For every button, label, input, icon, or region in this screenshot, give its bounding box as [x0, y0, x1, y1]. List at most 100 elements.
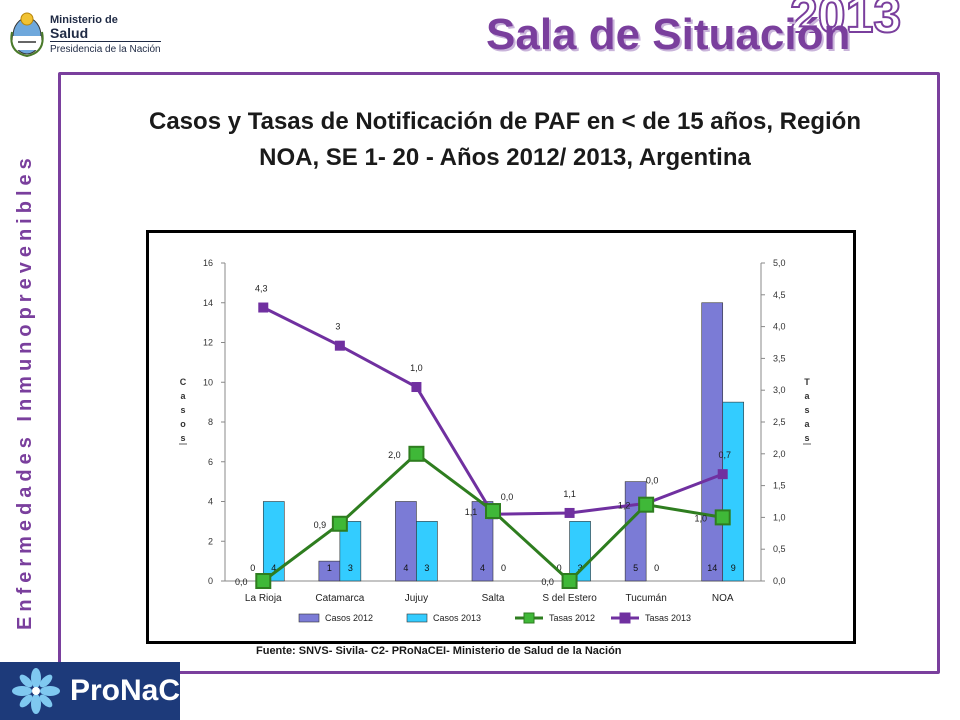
y-tick-label-right: 4,5 [773, 290, 786, 300]
y-tick-label-right: 0,0 [773, 576, 786, 586]
ministry-name: Ministerio de Salud Presidencia de la Na… [50, 14, 161, 56]
bar-value-label: 4 [271, 563, 276, 573]
y-axis-title-left-char: a [180, 391, 186, 401]
y-tick-label-right: 0,5 [773, 544, 786, 554]
x-tick-label: La Rioja [245, 593, 282, 604]
y-axis-title-left-char: s [180, 405, 185, 415]
data-label-tasas-2012: 2,0 [388, 450, 401, 460]
y-axis-title-right-char: s [804, 405, 809, 415]
legend-label: Tasas 2013 [645, 613, 691, 623]
x-tick-label: Jujuy [405, 593, 428, 604]
ministry-logo: Ministerio de Salud Presidencia de la Na… [6, 6, 190, 64]
bar-value-label: 0 [557, 563, 562, 573]
banner-year: 2013 [789, 0, 902, 44]
data-label-tasas-2013: 1,1 [563, 489, 576, 499]
x-tick-label: Tucumán [625, 593, 666, 604]
data-label-tasas-2012: 1,2 [618, 501, 631, 511]
y-tick-label-right: 3,5 [773, 353, 786, 363]
chart-svg: 02468101214160,00,51,01,52,02,53,03,54,0… [179, 258, 811, 624]
bar-value-label: 3 [578, 563, 583, 573]
data-label-tasas-2013: 0,0 [646, 475, 659, 485]
bar-value-label: 0 [250, 563, 255, 573]
bar-casos-2013 [339, 521, 362, 582]
source-note: Fuente: SNVS- Sivila- C2- PRoNaCEI- Mini… [256, 645, 622, 657]
y-tick-label-left: 12 [203, 338, 213, 348]
y-tick-label-right: 2,0 [773, 449, 786, 459]
y-tick-label-right: 1,0 [773, 512, 786, 522]
marker-tasas-2012 [561, 573, 578, 589]
y-tick-label-left: 14 [203, 298, 213, 308]
y-tick-label-left: 4 [208, 497, 213, 507]
data-label-tasas-2013: 4,3 [255, 284, 268, 294]
data-label-tasas-2013: 3 [335, 322, 340, 332]
bar-casos-2013 [722, 401, 745, 582]
pronacei-logo-text: ProNaCEI [70, 674, 209, 707]
marker-tasas-2013 [411, 382, 422, 393]
y-tick-label-left: 2 [208, 536, 213, 546]
legend-swatch [298, 613, 320, 623]
y-tick-label-left: 6 [208, 457, 213, 467]
marker-tasas-2013 [717, 469, 728, 480]
bar-casos-2013 [416, 521, 438, 582]
marker-tasas-2012 [408, 445, 425, 462]
y-tick-label-right: 4,0 [773, 322, 786, 332]
data-label-tasas-2012: 0,9 [314, 520, 327, 530]
marker-tasas-2013 [564, 507, 575, 518]
marker-tasas-2012 [255, 573, 272, 589]
y-tick-label-left: 16 [203, 258, 213, 268]
legend-swatch [406, 613, 428, 623]
ministry-line1: Ministerio de [50, 14, 118, 26]
data-label-tasas-2012: 1,0 [694, 513, 707, 523]
chart-title: Casos y Tasas de Notificación de PAF en … [149, 108, 861, 171]
bar-value-label: 0 [501, 563, 506, 573]
bar-value-label: 4 [480, 563, 485, 573]
bar-value-label: 5 [633, 563, 638, 573]
y-axis-title-right-char: T [804, 377, 810, 387]
bar-value-label: 14 [707, 563, 717, 573]
data-label-tasas-2013: 1,0 [410, 363, 423, 373]
ministry-line3: Presidencia de la Nación [50, 41, 161, 56]
y-axis-title-right-char: s [804, 433, 809, 443]
y-axis-title-right-char: a [804, 391, 810, 401]
bar-value-label: 0 [654, 563, 659, 573]
data-label-tasas-2012: 0,0 [541, 577, 554, 587]
marker-tasas-2012 [331, 515, 348, 532]
x-tick-label: Catamarca [315, 593, 364, 604]
data-label-tasas-2013: 0,7 [718, 450, 731, 460]
y-axis-title-left-char: C [180, 377, 187, 387]
y-axis-title-right-char: a [804, 419, 810, 429]
y-tick-label-right: 5,0 [773, 258, 786, 268]
y-tick-label-left: 10 [203, 377, 213, 387]
bar-value-label: 3 [348, 563, 353, 573]
bar-casos-2012 [701, 302, 724, 582]
pronacei-logo: ProNaCEI [0, 662, 208, 720]
y-tick-label-left: 8 [208, 417, 213, 427]
marker-tasas-2013 [258, 302, 269, 313]
bar-value-label: 9 [731, 563, 736, 573]
pronacei-flower-icon [12, 668, 60, 714]
coat-of-arms-icon [10, 12, 44, 58]
bar-value-label: 3 [424, 563, 429, 573]
marker-tasas-2012 [714, 509, 731, 526]
data-label-tasas-2012: 1,1 [465, 507, 478, 517]
y-tick-label-right: 2,5 [773, 417, 786, 427]
data-label-tasas-2012: 0,0 [235, 577, 248, 587]
x-tick-label: S del Estero [542, 593, 597, 604]
bar-value-label: 4 [403, 563, 408, 573]
legend-marker [523, 612, 535, 624]
bar-value-label: 1 [327, 563, 332, 573]
y-tick-label-right: 3,0 [773, 385, 786, 395]
side-label: Enfermedades Inmunoprevenibles [14, 153, 36, 630]
x-tick-label: Salta [482, 593, 505, 604]
marker-tasas-2013 [334, 340, 345, 351]
chart-container: 0 2 4 6 8 10 12 14 16 0,0 0,5 1,0 1,5 2,0 2,5 3,0 3,5 4,0… [146, 230, 856, 644]
x-tick-label: NOA [712, 593, 734, 604]
y-axis-title-left-char: s [180, 433, 185, 443]
legend-label: Casos 2012 [325, 613, 373, 623]
marker-tasas-2012 [638, 496, 655, 513]
ministry-line2: Salud [50, 25, 89, 41]
y-tick-label-left: 0 [208, 576, 213, 586]
bar-casos-2013 [262, 501, 285, 582]
y-axis-title-left-char: o [180, 419, 186, 429]
banner-title: Sala de Situación [486, 10, 851, 59]
